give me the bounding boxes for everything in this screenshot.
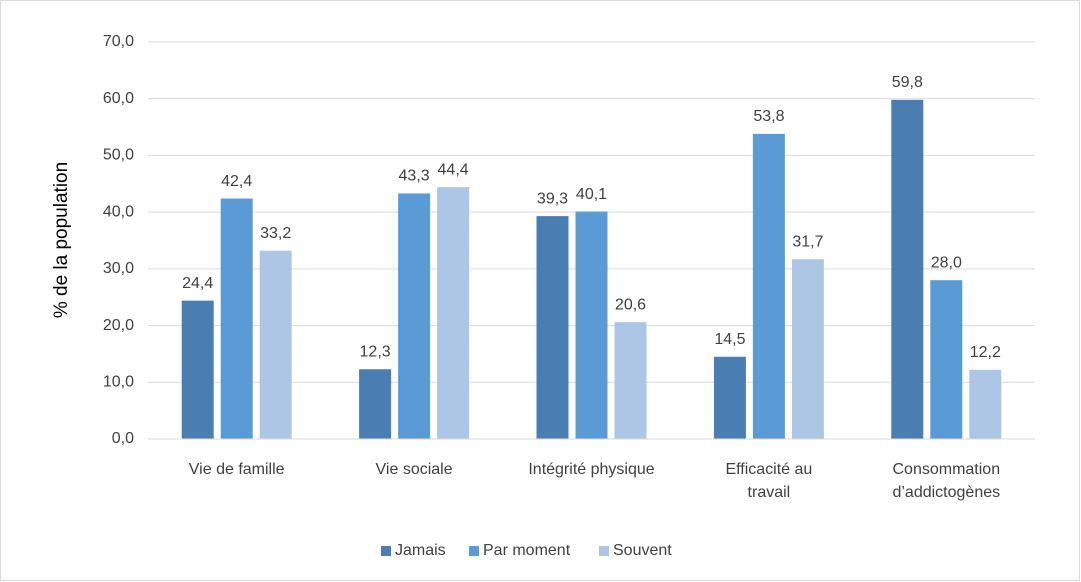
y-axis-label: % de la population — [51, 162, 72, 318]
x-tick-label: Intégrité physique — [528, 461, 655, 478]
bar — [713, 356, 746, 439]
legend-label: Par moment — [483, 542, 571, 559]
data-label: 12,2 — [970, 344, 1001, 361]
bar — [891, 99, 924, 439]
data-label: 53,8 — [753, 108, 784, 125]
bar — [575, 211, 608, 439]
y-tick-label: 50,0 — [103, 147, 134, 164]
legend-swatch — [599, 546, 609, 556]
data-label: 59,8 — [892, 74, 923, 91]
data-label: 42,4 — [221, 173, 252, 190]
y-tick-label: 60,0 — [103, 90, 134, 107]
bar — [398, 193, 431, 439]
legend-swatch — [381, 546, 391, 556]
bar — [220, 198, 253, 439]
y-tick-label: 30,0 — [103, 260, 134, 277]
bar — [437, 187, 470, 439]
bar — [181, 300, 214, 439]
data-label: 20,6 — [615, 296, 646, 313]
y-tick-label: 10,0 — [103, 374, 134, 391]
bar — [752, 133, 785, 439]
x-tick-label: Efficacité au travail — [725, 461, 813, 501]
bar — [259, 250, 292, 439]
data-label: 43,3 — [399, 168, 430, 185]
data-label: 40,1 — [576, 186, 607, 203]
y-tick-label: 70,0 — [103, 33, 134, 50]
y-tick-label: 40,0 — [103, 203, 134, 220]
x-tick-label: Vie de famille — [188, 461, 285, 478]
y-tick-label: 0,0 — [112, 430, 134, 447]
bar — [536, 216, 569, 439]
data-label: 24,4 — [182, 275, 213, 292]
bar — [614, 322, 647, 439]
legend-label: Jamais — [395, 542, 446, 559]
data-label: 14,5 — [714, 331, 745, 348]
x-tick-label: Consommation d’addictogènes — [892, 461, 1001, 501]
bar — [969, 369, 1002, 439]
bar — [930, 280, 963, 439]
bar — [359, 369, 392, 439]
data-label: 31,7 — [792, 233, 823, 250]
data-label: 39,3 — [537, 190, 568, 207]
data-label: 33,2 — [260, 225, 291, 242]
legend-label: Souvent — [613, 542, 672, 559]
data-label: 12,3 — [360, 343, 391, 360]
x-tick-label: Vie sociale — [375, 461, 453, 478]
bar — [791, 259, 824, 439]
legend-swatch — [469, 546, 479, 556]
y-tick-label: 20,0 — [103, 317, 134, 334]
data-label: 28,0 — [931, 254, 962, 271]
data-label: 44,4 — [438, 161, 469, 178]
